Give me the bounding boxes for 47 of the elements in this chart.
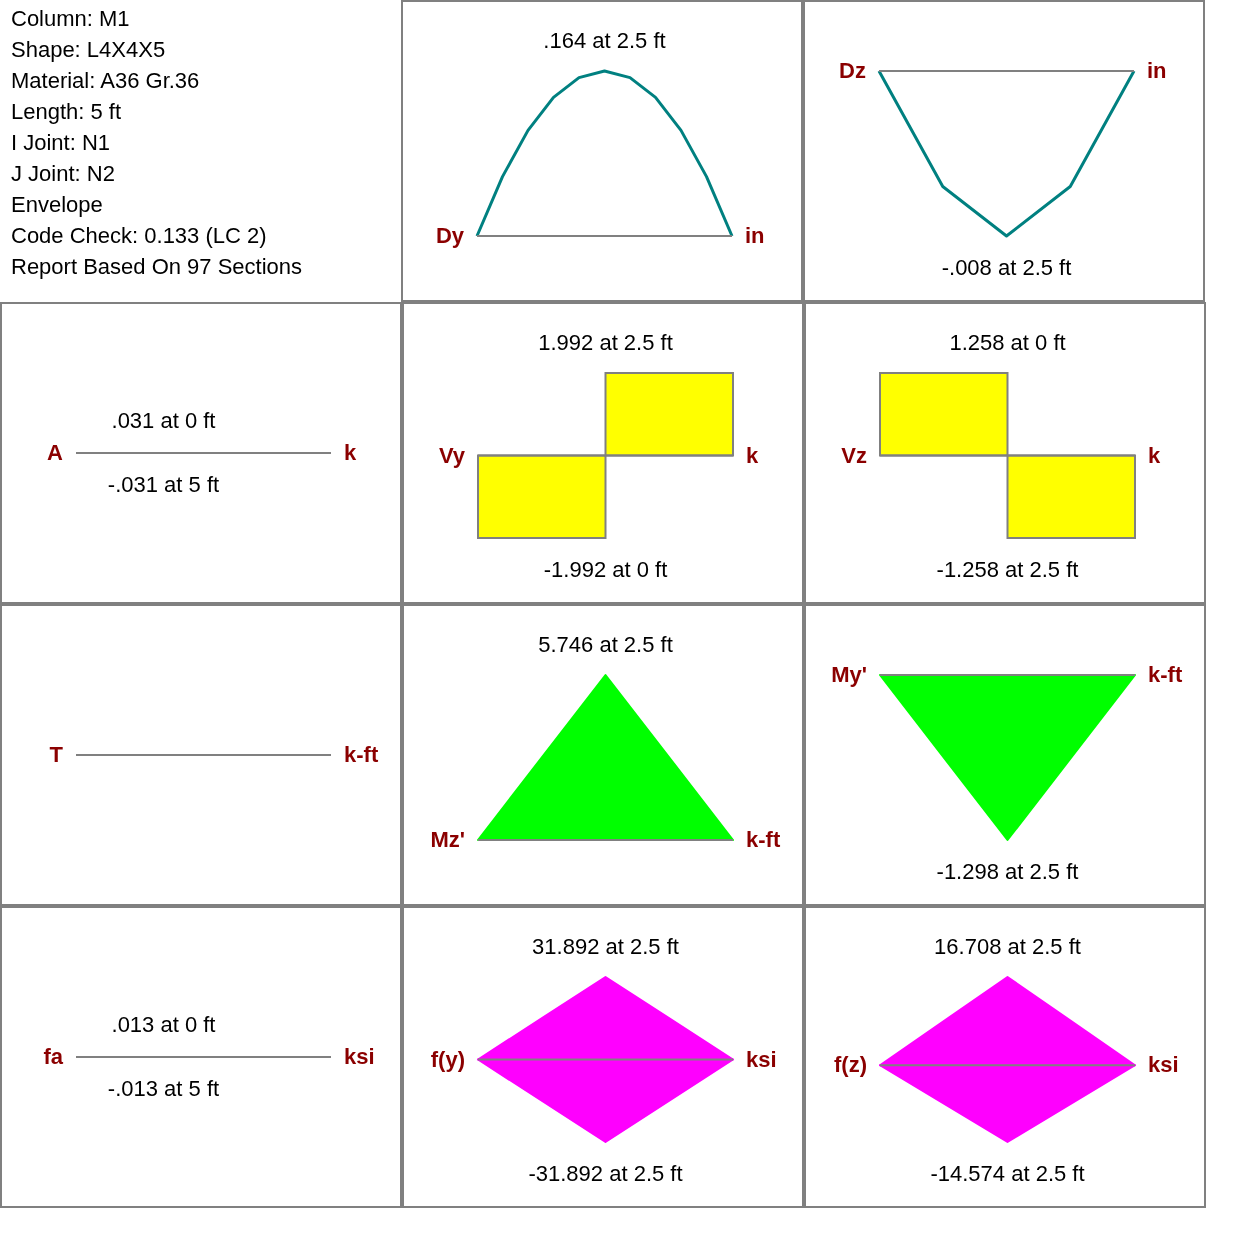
text: Length: 5 ft <box>11 99 122 124</box>
text: .013 at 0 ft <box>111 1012 216 1037</box>
text: -.031 at 5 ft <box>107 472 220 497</box>
y2-axis-title: k-ft <box>746 827 781 852</box>
text: 5.746 at 2.5 ft <box>538 632 673 657</box>
y2-axis-title: ksi <box>746 1046 777 1072</box>
text: 1.992 at 2.5 ft <box>538 330 673 355</box>
y2-axis-title: in <box>1147 58 1167 83</box>
text: Column: M1 <box>11 6 130 31</box>
y2-axis-title: k <box>746 442 759 468</box>
text: -.008 at 2.5 ft <box>941 255 1072 280</box>
text: -.013 at 5 ft <box>107 1076 220 1101</box>
y-axis-title: My' <box>831 662 867 687</box>
text: A <box>47 440 64 465</box>
y-axis-title: Dy <box>435 223 465 248</box>
text: fa <box>43 1044 64 1069</box>
y-axis-title: Vy <box>438 442 466 468</box>
text: 31.892 at 2.5 ft <box>532 934 679 959</box>
text: .164 at 2.5 ft <box>543 28 666 53</box>
y-axis-title: Dz <box>839 58 866 83</box>
text: k-ft <box>344 742 379 767</box>
y-axis-title: Mz' <box>430 827 465 852</box>
text: J Joint: N2 <box>11 161 115 186</box>
text: Envelope <box>11 192 103 217</box>
text: 1.258 at 0 ft <box>949 330 1066 355</box>
text: -1.258 at 2.5 ft <box>936 557 1079 582</box>
y2-axis-title: ksi <box>1148 1052 1179 1078</box>
text: -31.892 at 2.5 ft <box>528 1161 683 1186</box>
text: Material: A36 Gr.36 <box>11 68 200 93</box>
text: Shape: L4X4X5 <box>11 37 166 62</box>
text: Code Check: 0.133 (LC 2) <box>11 223 267 248</box>
text: -1.298 at 2.5 ft <box>936 859 1079 884</box>
y2-axis-title: k <box>1148 442 1161 468</box>
text: -14.574 at 2.5 ft <box>930 1161 1085 1186</box>
text: 16.708 at 2.5 ft <box>934 934 1081 959</box>
text: ksi <box>344 1044 375 1069</box>
text: Report Based On 97 Sections <box>11 254 303 279</box>
text: .031 at 0 ft <box>111 408 216 433</box>
text: I Joint: N1 <box>11 130 111 155</box>
y2-axis-title: in <box>745 223 765 248</box>
text: T <box>49 742 64 767</box>
y-axis-title: f(y) <box>430 1046 465 1072</box>
text: k <box>344 440 357 465</box>
y-axis-title: Vz <box>841 442 867 468</box>
y2-axis-title: k-ft <box>1148 662 1183 687</box>
y-axis-title: f(z) <box>834 1052 867 1078</box>
text: -1.992 at 0 ft <box>543 557 668 582</box>
